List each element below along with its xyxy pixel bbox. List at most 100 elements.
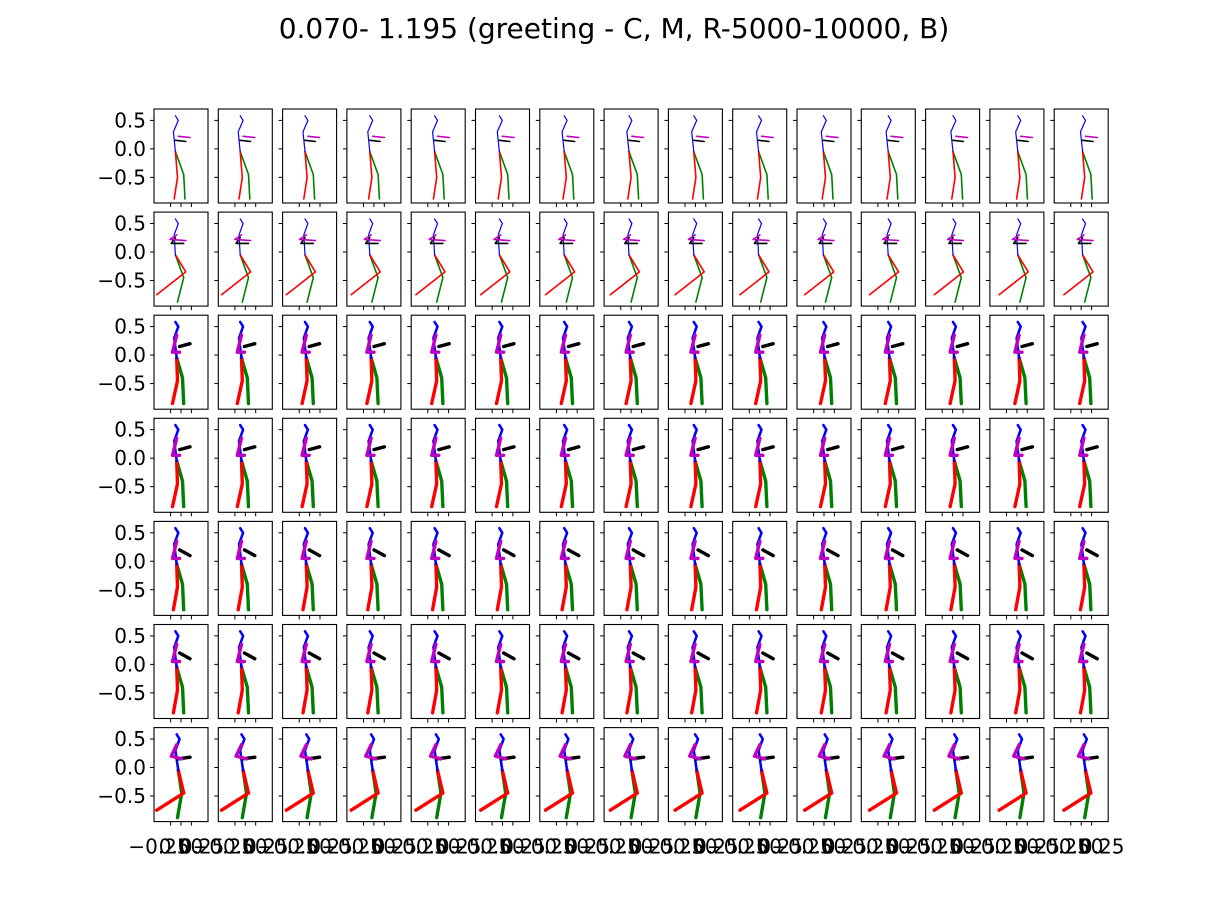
right-leg-line xyxy=(1078,356,1087,406)
subplot-r5-c14 xyxy=(1050,623,1109,723)
left-arm-line xyxy=(761,651,775,661)
left-arm-line xyxy=(437,445,451,452)
spine-line xyxy=(302,423,310,463)
right-arm-line xyxy=(1084,135,1098,139)
left-leg-line xyxy=(433,150,445,200)
spine-line xyxy=(368,218,374,256)
left-leg-line xyxy=(693,254,703,303)
spine-line xyxy=(237,526,245,566)
right-leg-line xyxy=(285,254,317,296)
pose-lines xyxy=(559,423,581,509)
right-leg-line xyxy=(349,768,380,812)
subplot-r4-c3 xyxy=(342,520,402,620)
pose-lines xyxy=(1078,320,1099,406)
right-arm-line xyxy=(436,135,450,139)
subplot-r1-c8 xyxy=(664,211,723,311)
left-arm-line xyxy=(304,139,317,143)
right-arm-line xyxy=(1078,539,1089,561)
spine-line xyxy=(432,526,439,566)
subplot-r6-c8 xyxy=(664,727,723,826)
right-leg-line xyxy=(155,768,186,812)
right-leg-line xyxy=(479,254,511,296)
subplot-r0-c12 xyxy=(921,108,981,207)
subplot-r2-c14 xyxy=(1050,314,1109,414)
subplot-r1-c14 xyxy=(1050,211,1109,311)
right-arm-line xyxy=(1076,234,1094,242)
spine-line xyxy=(885,423,893,463)
spine-line xyxy=(1080,630,1087,669)
xtick-label: 0.00 xyxy=(802,835,847,859)
pose-lines xyxy=(561,115,580,200)
right-arm-line xyxy=(363,234,381,242)
right-arm-line xyxy=(559,539,571,561)
pose-lines xyxy=(544,218,576,303)
right-leg-line xyxy=(559,459,568,509)
right-arm-line xyxy=(948,642,959,664)
pose-lines xyxy=(284,733,322,820)
right-arm-line xyxy=(948,333,959,354)
spine-line xyxy=(626,320,634,360)
pose-lines xyxy=(673,733,711,820)
subplot-r6-c14 xyxy=(1050,727,1109,826)
right-arm-line xyxy=(760,135,774,139)
right-leg-line xyxy=(219,768,251,812)
spine-line xyxy=(172,115,179,153)
xtick-label: 0.00 xyxy=(159,835,204,859)
pose-lines xyxy=(1015,115,1034,200)
left-leg-line xyxy=(563,150,575,200)
pose-lines xyxy=(559,630,581,715)
pose-lines xyxy=(738,733,775,820)
subplot-r0-c6 xyxy=(535,108,595,207)
pose-lines xyxy=(300,423,322,509)
subplot-r4-c10 xyxy=(793,520,852,620)
right-arm-line xyxy=(300,642,311,664)
right-leg-line xyxy=(543,768,575,812)
subplot-r1-c12 xyxy=(921,211,981,311)
left-leg-line xyxy=(1017,254,1027,303)
right-arm-line xyxy=(1012,743,1026,761)
left-arm-line xyxy=(1085,548,1099,558)
spine-line xyxy=(367,320,374,360)
xtick-label: 0.00 xyxy=(545,835,590,859)
pose-lines xyxy=(235,423,257,509)
left-arm-line xyxy=(890,342,905,349)
pose-lines xyxy=(285,218,317,303)
right-leg-line xyxy=(690,562,698,612)
pose-lines xyxy=(1013,423,1035,509)
xtick-label: 0.25 xyxy=(1080,835,1125,859)
pose-lines xyxy=(948,630,970,715)
right-arm-line xyxy=(365,539,376,561)
spine-line xyxy=(496,115,503,153)
right-leg-line xyxy=(951,150,956,200)
pose-lines xyxy=(624,320,646,406)
left-leg-line xyxy=(628,254,639,303)
right-leg-line xyxy=(1015,150,1021,200)
spine-line xyxy=(1015,423,1022,463)
right-arm-line xyxy=(754,333,765,354)
left-arm-line xyxy=(1020,548,1035,558)
plot-area xyxy=(797,727,851,822)
pose-lines xyxy=(414,733,451,820)
right-leg-line xyxy=(494,459,504,509)
ytick-label: 0.5 xyxy=(114,211,146,235)
right-leg-line xyxy=(562,150,568,200)
pose-lines xyxy=(496,115,515,200)
subplot-r5-c1 xyxy=(214,623,273,723)
subplot-r5-c5 xyxy=(471,623,531,723)
spine-line xyxy=(1080,423,1087,463)
left-arm-line xyxy=(955,342,970,349)
pose-lines xyxy=(1078,526,1099,612)
plot-area xyxy=(925,727,980,822)
right-arm-line xyxy=(817,234,835,242)
pose-lines xyxy=(948,423,970,509)
right-arm-line xyxy=(689,642,700,664)
xtick-label: −0.25 xyxy=(1029,835,1090,859)
right-arm-line xyxy=(883,436,895,457)
spine-line xyxy=(237,115,244,153)
pose-lines xyxy=(155,218,187,303)
pose-lines xyxy=(803,733,840,820)
subplot-r2-c13 xyxy=(985,314,1045,414)
right-arm-line xyxy=(558,234,576,242)
right-arm-line xyxy=(695,135,710,139)
left-arm-line xyxy=(628,139,641,143)
